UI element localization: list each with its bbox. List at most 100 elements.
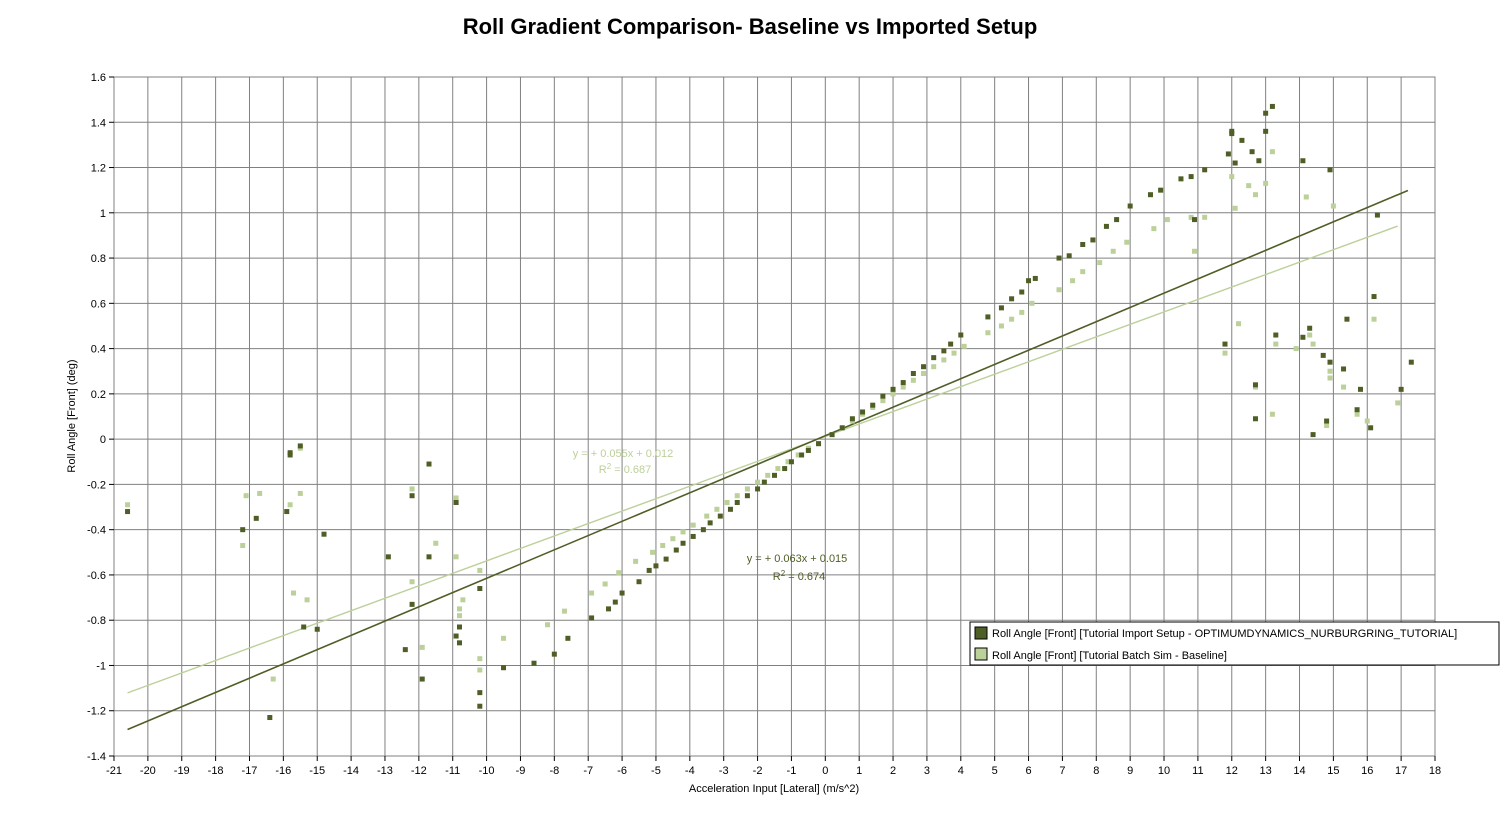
legend-label-imported: Roll Angle [Front] [Tutorial Import Setu…	[992, 628, 1457, 640]
point-imported	[287, 452, 293, 458]
point-baseline	[1327, 375, 1333, 381]
point-baseline	[1164, 217, 1170, 223]
point-baseline	[1070, 278, 1076, 284]
point-imported	[1368, 425, 1374, 431]
y-axis-label: Roll Angle [Front] (deg)	[66, 359, 78, 472]
legend-swatch-baseline	[974, 647, 988, 661]
point-baseline	[419, 644, 425, 650]
point-imported	[1239, 137, 1245, 143]
point-baseline	[785, 459, 791, 465]
point-imported	[663, 556, 669, 562]
r2-value: = 0.674	[785, 571, 825, 583]
y-tick-label: 1.6	[91, 72, 106, 84]
point-imported	[890, 386, 896, 392]
x-tick-label: 18	[1429, 765, 1441, 777]
point-imported	[1357, 386, 1363, 392]
point-imported	[805, 447, 811, 453]
point-baseline	[1324, 423, 1330, 429]
point-baseline	[1354, 411, 1360, 417]
x-tick-label: 16	[1361, 765, 1373, 777]
point-imported	[1090, 237, 1096, 243]
x-tick-label: 0	[822, 765, 828, 777]
point-imported	[860, 409, 866, 415]
point-imported	[1320, 352, 1326, 358]
point-imported	[419, 676, 425, 682]
point-baseline	[1188, 214, 1194, 220]
trend-r2-baseline: R2 = 0.687	[599, 462, 651, 476]
legend-box	[969, 621, 1500, 666]
point-imported	[477, 703, 483, 709]
point-imported	[1056, 255, 1062, 261]
point-baseline	[931, 364, 937, 370]
point-baseline	[1269, 149, 1275, 155]
point-baseline	[1293, 346, 1299, 352]
legend: Roll Angle [Front] [Tutorial Import Setu…	[969, 621, 1500, 666]
point-baseline	[1263, 180, 1269, 186]
point-baseline	[1327, 368, 1333, 374]
y-tick-label: -1.2	[87, 706, 106, 718]
data-points	[125, 103, 1414, 721]
point-imported	[1127, 203, 1133, 209]
x-tick-label: 11	[1192, 765, 1203, 777]
point-imported	[941, 348, 947, 354]
y-tick-label: 0.4	[91, 344, 106, 356]
point-imported	[1374, 212, 1380, 218]
point-baseline	[670, 536, 676, 542]
point-baseline	[1310, 341, 1316, 347]
y-tick-label: 0	[100, 434, 106, 446]
point-imported	[910, 370, 916, 376]
point-imported	[646, 567, 652, 573]
point-imported	[456, 640, 462, 646]
point-imported	[1354, 407, 1360, 413]
point-baseline	[1364, 418, 1370, 424]
point-baseline	[880, 398, 886, 404]
point-baseline	[1330, 203, 1336, 209]
point-imported	[1026, 278, 1032, 284]
chart-title: Roll Gradient Comparison- Baseline vs Im…	[463, 14, 1038, 39]
point-imported	[690, 533, 696, 539]
point-baseline	[1232, 205, 1238, 211]
trend-equation-baseline: y = + 0.055x + 0.012 R2 = 0.687	[573, 448, 674, 476]
point-imported	[948, 341, 954, 347]
point-baseline	[453, 495, 459, 501]
point-baseline	[1246, 183, 1252, 189]
y-tick-label: -1.4	[87, 751, 106, 763]
y-tick-label: 1.4	[91, 117, 106, 129]
point-imported	[426, 461, 432, 467]
x-tick-label: -20	[140, 765, 156, 777]
point-baseline	[501, 635, 507, 641]
point-imported	[744, 493, 750, 499]
point-baseline	[456, 606, 462, 612]
point-baseline	[1371, 316, 1377, 322]
point-baseline	[1222, 350, 1228, 356]
point-imported	[734, 500, 740, 506]
point-baseline	[985, 330, 991, 336]
point-imported	[1080, 241, 1086, 247]
point-imported	[985, 314, 991, 320]
point-baseline	[1395, 400, 1401, 406]
point-imported	[829, 432, 835, 438]
point-baseline	[240, 543, 246, 549]
y-tick-label: 0.2	[91, 389, 106, 401]
x-tick-label: 4	[958, 765, 964, 777]
x-tick-label: -17	[242, 765, 258, 777]
legend-label-baseline: Roll Angle [Front] [Tutorial Batch Sim -…	[992, 650, 1227, 662]
point-imported	[761, 479, 767, 485]
point-imported	[788, 459, 794, 465]
point-baseline	[704, 513, 710, 519]
point-baseline	[1097, 260, 1103, 266]
point-imported	[619, 590, 625, 596]
point-baseline	[456, 613, 462, 619]
point-baseline	[1029, 300, 1035, 306]
point-imported	[1158, 187, 1164, 193]
point-imported	[707, 520, 713, 526]
point-imported	[1300, 334, 1306, 340]
point-imported	[551, 651, 557, 657]
point-imported	[1327, 167, 1333, 173]
point-baseline	[297, 490, 303, 496]
point-imported	[1341, 366, 1347, 372]
point-imported	[931, 355, 937, 361]
x-tick-label: 15	[1327, 765, 1339, 777]
point-baseline	[951, 350, 957, 356]
point-baseline	[734, 493, 740, 499]
